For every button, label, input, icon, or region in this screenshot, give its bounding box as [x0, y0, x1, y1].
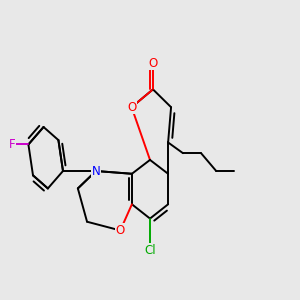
- Text: N: N: [92, 164, 100, 178]
- Text: O: O: [116, 224, 125, 237]
- Text: O: O: [148, 57, 158, 70]
- Text: Cl: Cl: [144, 244, 156, 257]
- Text: O: O: [127, 101, 136, 114]
- Text: F: F: [9, 138, 16, 151]
